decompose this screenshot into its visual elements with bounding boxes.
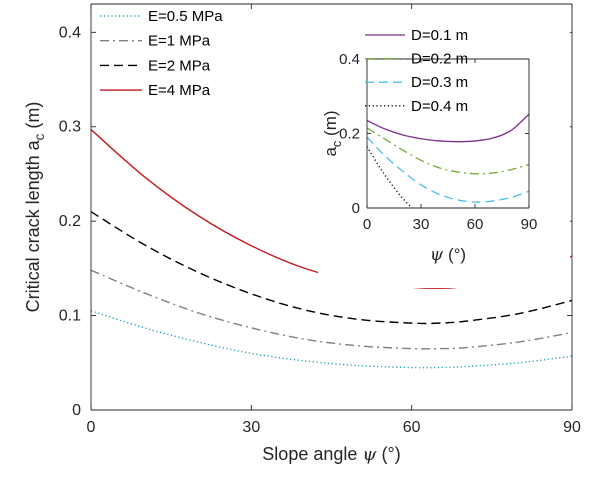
main-legend-label-3: E=2 MPa xyxy=(148,57,211,74)
main-x-axis-label: Slope angle ψ (°) xyxy=(262,444,400,465)
main-y-tick-label: 0.3 xyxy=(59,119,81,136)
inset-y-tick-label: 0 xyxy=(352,200,360,217)
inset-y-axis-label: ac (m) xyxy=(321,110,344,156)
main-y-tick-label: 0 xyxy=(72,402,81,419)
main-legend-label-2: E=1 MPa xyxy=(148,33,211,50)
main-series-line-2 xyxy=(91,269,572,350)
inset-series-line-1 xyxy=(367,113,529,143)
inset-legend-label-2: D=0.2 m xyxy=(411,51,468,68)
main-series-line-1 xyxy=(91,310,572,369)
main-series-line-3 xyxy=(91,211,572,325)
inset-x-axis-label: ψ (°) xyxy=(430,245,466,265)
inset-legend-label-4: D=0.4 m xyxy=(411,98,468,115)
inset-y-tick-label: 0.4 xyxy=(339,51,360,68)
inset-x-tick-label: 0 xyxy=(363,216,371,233)
main-y-tick-label: 0.2 xyxy=(59,213,81,230)
main-legend-label-4: E=4 MPa xyxy=(148,82,211,99)
main-legend-label-1: E=0.5 MPa xyxy=(148,8,223,25)
main-y-axis-label: Critical crack length ac (m) xyxy=(23,102,47,313)
inset-series-line-4 xyxy=(367,146,413,208)
inset-legend-label-3: D=0.3 m xyxy=(411,74,468,91)
main-x-tick-label: 90 xyxy=(563,419,581,436)
main-y-tick-label: 0.1 xyxy=(59,308,81,325)
main-x-tick-label: 0 xyxy=(87,419,96,436)
inset-series-line-2 xyxy=(367,127,529,175)
inset-x-tick-label: 90 xyxy=(521,216,538,233)
main-x-tick-label: 30 xyxy=(242,419,260,436)
inset-x-tick-label: 30 xyxy=(413,216,430,233)
inset-series-line-3 xyxy=(367,136,529,203)
main-x-tick-label: 60 xyxy=(403,419,421,436)
inset-legend-label-1: D=0.1 m xyxy=(411,27,468,44)
main-y-tick-label: 0.4 xyxy=(59,24,81,41)
inset-x-tick-label: 60 xyxy=(467,216,484,233)
inset-chart: 0 30 60 90 0 0.2 0.4 ψ (°) ac (m) D=0.1 m D=0.2 m D… xyxy=(318,20,570,288)
inset-y-tick-label: 0.2 xyxy=(339,126,360,143)
inset-plot-area xyxy=(367,59,529,208)
